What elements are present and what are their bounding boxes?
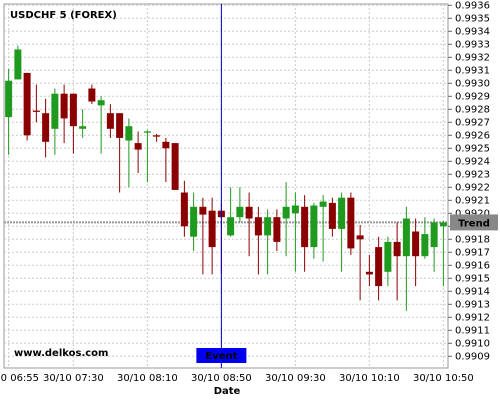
chart-title: USDCHF 5 (FOREX) [10, 10, 117, 21]
candle-body [88, 88, 96, 102]
x-tick-label: 30/10 07:30 [43, 373, 104, 384]
candle-body [282, 206, 290, 219]
y-tick-label: 0.9925 [455, 143, 490, 154]
y-tick-label: 0.9924 [455, 156, 490, 167]
candle-body [116, 113, 124, 138]
y-tick-label: 0.9923 [455, 169, 490, 180]
candle-body [14, 49, 22, 80]
candle-body [384, 241, 392, 272]
candle-body [264, 217, 272, 236]
y-tick-label: 0.9931 [455, 65, 490, 76]
candle-body [291, 205, 299, 214]
y-tick-label: 0.9911 [455, 325, 490, 336]
x-tick-label: 30/10 10:10 [339, 373, 400, 384]
candle-body [439, 222, 447, 227]
x-tick-label: 30/10 08:50 [191, 373, 252, 384]
candle-body [430, 222, 438, 248]
candle-body [301, 206, 309, 248]
candle-body [125, 126, 133, 141]
candle-body [365, 271, 373, 275]
trend-label: Trend [458, 218, 490, 229]
event-label: Event [205, 351, 237, 362]
watermark: www.delkos.com [14, 348, 108, 359]
y-tick-label: 0.9935 [455, 13, 490, 24]
y-tick-label: 0.9932 [455, 52, 490, 63]
candle-body [310, 205, 318, 248]
y-tick-label: 0.9920 [455, 208, 490, 219]
y-tick-label: 0.9928 [455, 104, 490, 115]
y-tick-label: 0.9922 [455, 182, 490, 193]
x-axis-title: Date [214, 386, 241, 397]
y-tick-label: 0.9915 [455, 273, 490, 284]
candle-body [134, 143, 142, 150]
y-tick-label: 0.9916 [455, 260, 490, 271]
candle-body [51, 93, 59, 129]
y-tick-label: 0.9912 [455, 312, 490, 323]
x-tick-label: 30/10 09:30 [265, 373, 326, 384]
x-tick-label: 30/10 06:55 [0, 373, 39, 384]
candle-body [60, 93, 68, 119]
candle-body [106, 113, 114, 129]
plot-area [3, 3, 449, 369]
y-tick-label: 0.9927 [455, 117, 490, 128]
candle-body [199, 206, 207, 215]
candle-body [32, 110, 40, 112]
candle-body [79, 126, 87, 129]
y-tick-label: 0.9909 [455, 351, 490, 362]
candle-body [180, 192, 188, 227]
y-tick-label: 0.9910 [455, 338, 490, 349]
candle-body [338, 197, 346, 229]
y-tick-label: 0.9918 [455, 234, 490, 245]
candle-body [171, 143, 179, 190]
y-tick-label: 0.9913 [455, 299, 490, 310]
y-tick-label: 0.9933 [455, 39, 490, 50]
candle-body [328, 202, 336, 229]
candle-body [254, 217, 262, 236]
candle-body [375, 247, 383, 287]
candle-body [23, 72, 31, 136]
y-tick-label: 0.9929 [455, 91, 490, 102]
event-label-box [196, 348, 247, 363]
candle-body [190, 206, 198, 237]
candle-body [153, 135, 161, 137]
candle-body [356, 235, 364, 240]
candle-body [162, 141, 170, 149]
candle-body [393, 241, 401, 257]
candle-body [319, 201, 327, 207]
candle-body [208, 210, 216, 248]
candle-body [245, 206, 253, 219]
y-tick-label: 0.9914 [455, 286, 490, 297]
candle-body [97, 100, 105, 106]
candle-body [412, 231, 420, 257]
candle-body [143, 131, 151, 133]
candle-body [421, 234, 429, 257]
candle-body [69, 93, 77, 127]
candle-body [236, 206, 244, 218]
y-tick-label: 0.9930 [455, 78, 490, 89]
candle-body [42, 113, 50, 142]
trend-label-box [450, 214, 498, 231]
candle-body [5, 80, 13, 118]
candle-body [402, 218, 410, 257]
candle-body [273, 217, 281, 242]
y-tick-label: 0.9934 [455, 26, 490, 37]
x-tick-label: 30/10 10:50 [413, 373, 474, 384]
y-tick-label: 0.9926 [455, 130, 490, 141]
x-tick-label: 30/10 08:10 [117, 373, 178, 384]
candle-body [347, 197, 355, 249]
candle-body [227, 217, 235, 236]
y-tick-label: 0.9917 [455, 247, 490, 258]
y-tick-label: 0.9921 [455, 195, 490, 206]
y-tick-label: 0.9936 [455, 0, 490, 11]
